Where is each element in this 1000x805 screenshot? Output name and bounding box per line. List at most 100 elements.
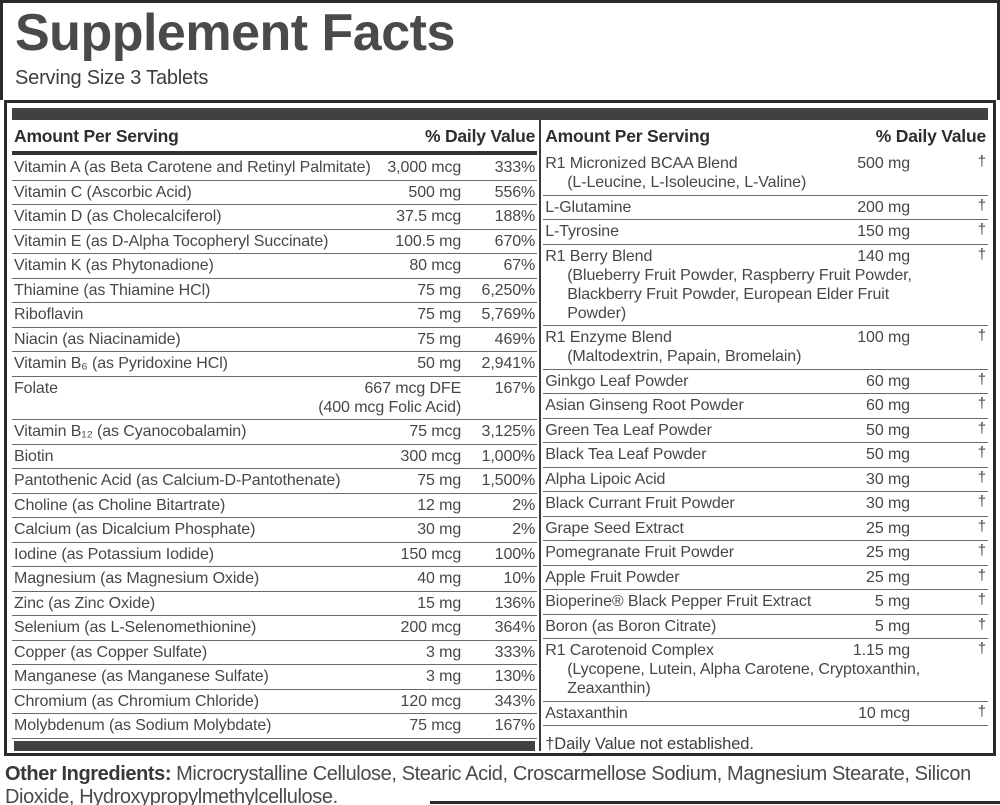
nutrient-row: 60 mg † Ginkgo Leaf Powder [543,370,988,394]
nutrient-row: 40 mg 10% Magnesium (as Magnesium Oxide) [12,567,538,592]
nutrient-sub-ingredients: (Lycopene, Lutein, Alpha Carotene, Crypt… [567,661,921,697]
header-rule-left [12,151,538,156]
nutrient-amount-group: 50 mg † [866,419,986,440]
nutrient-row: 25 mg † Apple Fruit Powder [543,566,988,590]
nutrient-name: Vitamin C (Ascorbic Acid) [14,183,192,201]
nutrient-amount: 667 mcg DFE [364,379,462,397]
nutrient-name: Molybdenum (as Sodium Molybdate) [14,717,272,735]
daily-value-heading: % Daily Value [424,126,536,146]
nutrient-amount: 37.5 mcg [396,208,462,226]
nutrient-row: 10 mcg † Astaxanthin [543,702,988,726]
nutrient-amount: 5 mg [874,593,910,610]
facts-column-left: Amount Per Serving % Daily Value 3,000 m… [10,120,539,751]
nutrient-amount-group: 3 mg 333% [426,643,535,662]
column-header-left: Amount Per Serving % Daily Value [12,120,537,151]
nutrient-name: Bioperine® Black Pepper Fruit Extract [545,593,812,610]
label-title: Supplement Facts [15,4,455,62]
nutrient-daily-value: 1,500% [481,472,536,490]
nutrient-amount: 3 mg [426,643,462,661]
nutrient-amount-group: 500 mg 556% [408,183,535,202]
nutrient-amount-group: 30 mg † [866,493,986,513]
nutrient-daily-value: † [977,245,986,263]
nutrient-row: 37.5 mcg 188% Vitamin D (as Cholecalcifer… [12,205,538,230]
nutrient-amount-group: 100.5 mg 670% [395,232,535,251]
nutrient-name: Grape Seed Extract [545,519,684,537]
nutrient-row: 80 mcg 67% Vitamin K (as Phytonadione) [12,254,538,279]
nutrient-amount-group: 75 mcg 3,125% [409,422,535,441]
nutrient-daily-value: 10% [503,570,536,588]
nutrient-amount-group: 60 mg † [866,395,986,415]
nutrient-name: Asian Ginseng Root Powder [545,397,744,414]
nutrient-amount: 75 mg [417,330,462,348]
nutrient-name: Magnesium (as Magnesium Oxide) [14,570,260,588]
nutrient-name: Manganese (as Manganese Sulfate) [14,668,269,686]
nutrient-row: 75 mg 1,500% Pantothenic Acid (as Calcium… [12,469,538,494]
nutrient-name: L-Glutamine [545,198,632,216]
nutrient-name: Thiamine (as Thiamine HCl) [14,281,211,299]
nutrient-name: Biotin [14,447,54,465]
nutrient-name: R1 Carotenoid Complex [545,642,714,659]
nutrient-daily-value: 167% [494,379,536,397]
nutrient-amount-group: 200 mg † [857,197,986,217]
nutrient-daily-value: 1,000% [481,447,536,465]
nutrient-daily-value: † [977,395,986,412]
nutrient-amount-group: 10 mcg † [858,703,986,723]
nutrient-row: 667 mcg DFE 167% (400 mcg Folic Acid) Fol… [12,377,538,421]
nutrient-amount-group: 1.15 mg † [853,640,986,660]
nutrient-row: 30 mg 2% Calcium (as Dicalcium Phosphate) [12,518,538,543]
nutrient-name: Boron (as Boron Citrate) [545,617,717,635]
nutrient-amount-group: 75 mg 5,769% [417,305,535,324]
nutrient-name: Apple Fruit Powder [545,568,680,586]
nutrient-amount: 500 mg [408,183,462,201]
nutrient-name: Alpha Lipoic Acid [545,470,666,488]
nutrient-rows-left: 3,000 mcg 333% Vitamin A (as Beta Caroten… [12,156,538,739]
nutrient-name: Iodine (as Potassium Iodide) [14,545,214,563]
nutrient-daily-value: 2% [512,521,536,539]
nutrient-amount: 150 mg [857,223,910,240]
nutrient-daily-value: 100% [494,545,536,563]
nutrient-row: 150 mcg 100% Iodine (as Potassium Iodide) [12,543,538,568]
nutrient-amount-group: 75 mg 469% [417,330,535,349]
nutrient-daily-value: 6,250% [481,281,536,299]
nutrient-amount: 100.5 mg [395,232,462,250]
nutrient-amount-group: 50 mg † [866,444,986,464]
other-ingredients: Other Ingredients: Microcrystalline Cellu… [5,763,992,805]
nutrient-amount: 75 mcg [409,423,462,441]
nutrient-amount-group: 5 mg † [874,591,986,611]
nutrient-row: 200 mcg 364% Selenium (as L-Selenomethion… [12,616,538,641]
nutrient-amount: 25 mg [866,568,910,586]
nutrient-row: 200 mg † L-Glutamine [543,196,988,220]
nutrient-amount: 30 mg [417,521,462,539]
nutrient-row: 500 mg 556% Vitamin C (Ascorbic Acid) [12,181,538,206]
nutrient-amount-group: 5 mg † [875,616,986,636]
nutrient-row: 3 mg 333% Copper (as Copper Sulfate) [12,641,538,666]
nutrient-daily-value: 2% [512,496,536,514]
nutrient-amount: 60 mg [866,397,910,414]
nutrient-daily-value: † [977,153,986,170]
nutrient-amount-group: 15 mg 136% [417,594,535,613]
nutrient-daily-value: † [977,221,986,238]
nutrient-daily-value: † [977,419,986,437]
nutrient-daily-value: 67% [503,257,536,275]
nutrient-name: Zinc (as Zinc Oxide) [14,594,156,612]
nutrient-name: Black Currant Fruit Powder [545,495,735,512]
nutrient-name: L-Tyrosine [545,223,619,240]
nutrient-amount-group: 200 mcg 364% [401,618,536,637]
nutrient-row: 15 mg 136% Zinc (as Zinc Oxide) [12,592,538,617]
nutrient-amount: 50 mg [866,421,910,439]
nutrient-amount: 100 mg [857,329,910,346]
nutrient-row: 1.15 mg † R1 Carotenoid Complex (Lycopene… [543,639,988,702]
nutrient-name: Astaxanthin [545,704,628,722]
facts-columns: Amount Per Serving % Daily Value 3,000 m… [10,120,990,753]
nutrient-daily-value: 333% [494,643,536,661]
nutrient-amount-group: 12 mg 2% [417,496,535,515]
nutrient-row: 75 mg 5,769% Riboflavin [12,303,538,328]
nutrient-name: Vitamin B₆ (as Pyridoxine HCl) [14,355,228,373]
nutrient-amount-line2: (400 mcg Folic Acid) [318,398,462,416]
nutrient-row: 75 mcg 3,125% Vitamin B₁₂ (as Cyanocobala… [12,420,538,445]
nutrient-amount: 75 mg [417,281,462,299]
nutrient-amount-group: 75 mcg 167% [409,716,535,735]
nutrient-amount-group: 40 mg 10% [417,569,535,588]
nutrient-amount-group: 30 mg † [866,469,986,489]
nutrient-amount-group: 150 mg † [857,221,986,241]
